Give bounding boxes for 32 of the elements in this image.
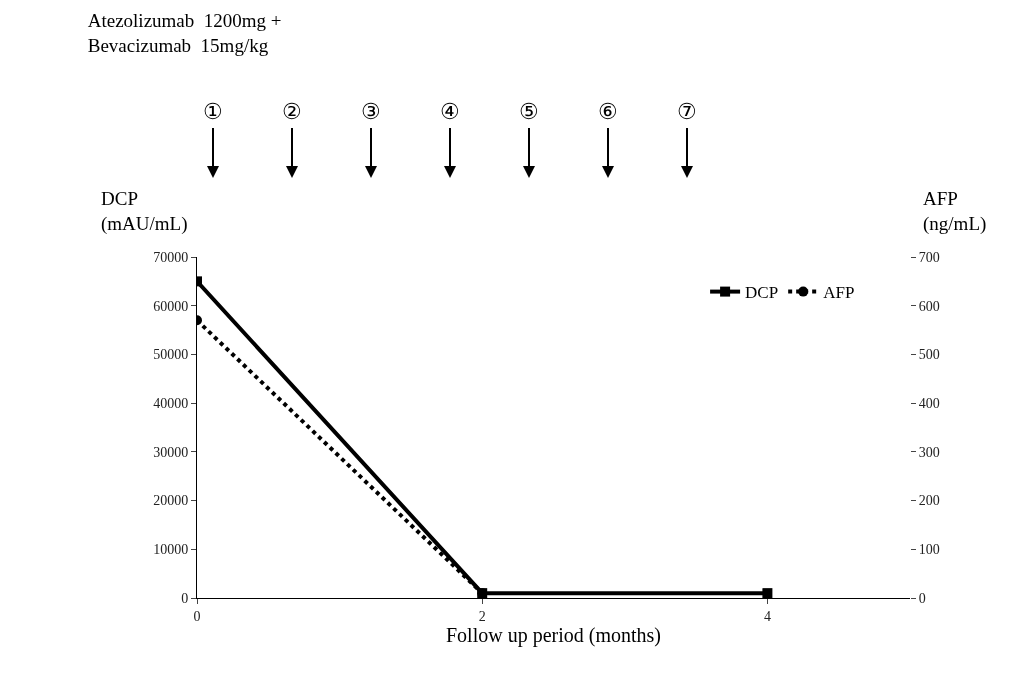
y-tick-label: 50000 — [153, 347, 189, 363]
y2-axis-title: AFP (ng/mL) — [923, 188, 987, 235]
y-tick-label: 0 — [181, 590, 189, 606]
x-axis-title: Follow up period (months) — [446, 623, 661, 647]
y2-tick-label: 0 — [918, 590, 926, 606]
text: ⑥ — [598, 99, 618, 124]
text: ① — [203, 99, 223, 124]
y-tick-label: 10000 — [153, 542, 189, 558]
y-tick-label: 70000 — [153, 249, 189, 265]
x-tick-label: 4 — [763, 608, 771, 624]
text: ④ — [440, 99, 460, 124]
y2-tick-label: 500 — [918, 347, 940, 363]
x-tick-label: 0 — [193, 608, 201, 624]
y2-tick-label: 400 — [918, 396, 940, 412]
y2-tick-label: 600 — [918, 298, 940, 314]
y2-tick-label: 700 — [918, 249, 940, 265]
legend-label: DCP — [745, 283, 779, 303]
y2-tick-label: 300 — [918, 444, 940, 460]
text: ③ — [361, 99, 381, 124]
y-axis-title: DCP (mAU/mL) — [101, 188, 188, 235]
y-tick-label: 20000 — [153, 493, 189, 509]
chart-title: Atezolizumab 1200mg + Bevacizumab 15mg/kg — [87, 9, 282, 56]
text: ② — [282, 99, 302, 124]
y-tick-label: 30000 — [153, 444, 189, 460]
x-tick-label: 2 — [478, 608, 486, 624]
y2-tick-label: 100 — [918, 542, 940, 558]
y2-tick-label: 200 — [918, 493, 940, 509]
text: ⑦ — [677, 99, 697, 124]
text: ⑤ — [519, 99, 539, 124]
legend-label: AFP — [823, 283, 855, 303]
y-tick-label: 60000 — [153, 298, 189, 314]
y-tick-label: 40000 — [153, 396, 189, 412]
